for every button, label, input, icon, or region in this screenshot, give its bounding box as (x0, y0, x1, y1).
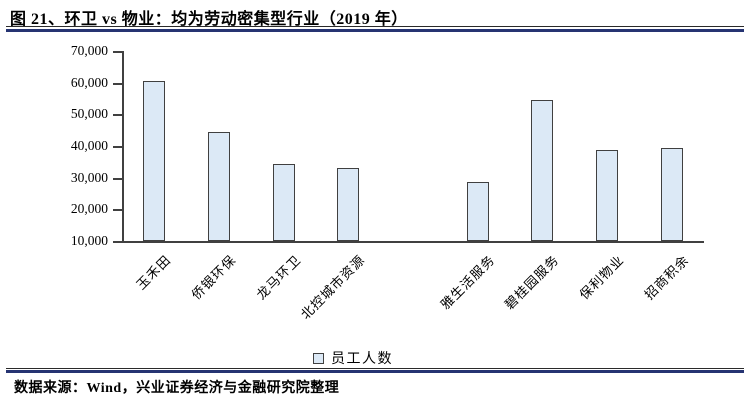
bar (272, 164, 295, 242)
y-tick-label: 20,000 (70, 201, 108, 217)
y-tick-label: 30,000 (70, 169, 108, 185)
y-axis-tick (113, 82, 122, 85)
y-axis-tick (113, 177, 122, 180)
bar (337, 167, 360, 241)
x-category-label: 龙马环卫 (253, 252, 304, 303)
y-axis-tick (113, 209, 122, 212)
x-category-label: 玉禾田 (133, 252, 175, 293)
bar (466, 182, 489, 241)
bar (660, 148, 683, 241)
bar (531, 99, 554, 241)
x-category-label: 侨银环保 (188, 252, 239, 303)
legend-label: 员工人数 (331, 352, 393, 367)
bar (143, 80, 166, 241)
y-tick-label: 40,000 (70, 138, 108, 153)
y-tick-label: 50,000 (70, 106, 108, 122)
title-rule-navy (6, 29, 744, 32)
title-rule-thin (6, 26, 744, 27)
y-tick-label: 60,000 (70, 74, 108, 90)
data-source-note: 数据来源：Wind，兴业证券经济与金融研究院整理 (14, 381, 340, 396)
y-axis-tick (113, 241, 122, 243)
legend: 员工人数 (313, 348, 393, 368)
y-axis-line (122, 51, 124, 243)
x-axis-line (122, 241, 704, 243)
footer-rule-thin (6, 368, 744, 369)
bar (596, 150, 618, 241)
legend-swatch-icon (313, 352, 324, 364)
footer-rule-navy (6, 370, 744, 373)
figure-title: 图 21、环卫 vs 物业：均为劳动密集型行业（2019 年） (10, 11, 408, 28)
x-category-label: 招商积余 (641, 252, 692, 303)
y-axis-tick (113, 51, 122, 53)
x-category-label: 北控城市资源 (298, 252, 369, 323)
y-axis-tick (113, 114, 122, 117)
x-category-label: 保利物业 (576, 252, 627, 303)
bar (208, 132, 230, 241)
y-axis-tick (113, 146, 122, 148)
x-category-label: 雅生活服务 (437, 252, 498, 313)
x-category-label: 碧桂园服务 (501, 252, 563, 313)
y-tick-label: 10,000 (70, 233, 108, 248)
y-tick-label: 70,000 (70, 43, 108, 58)
